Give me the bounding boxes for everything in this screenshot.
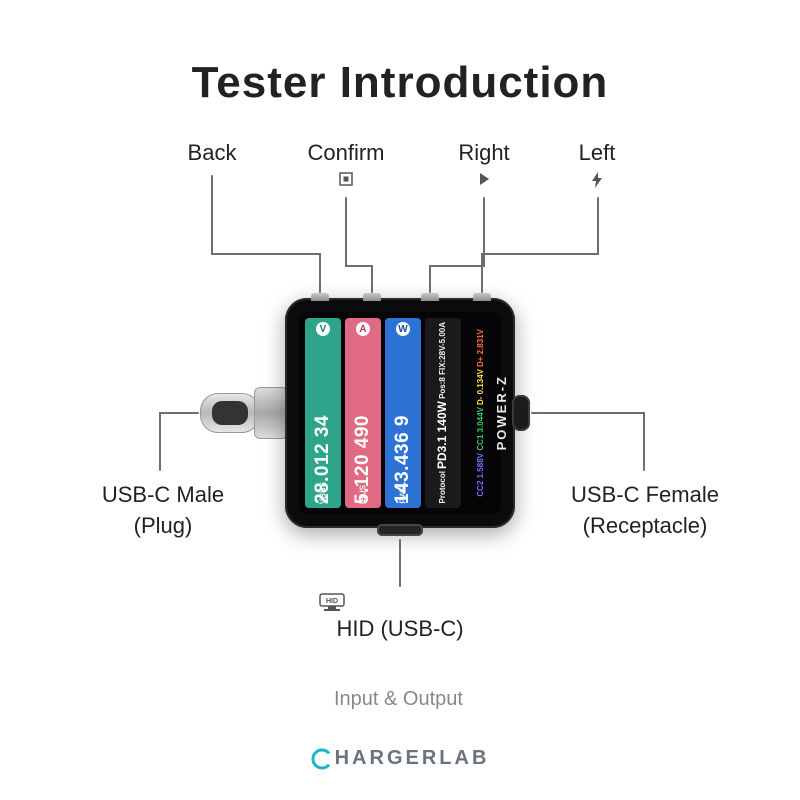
pwr-label: PWR	[399, 485, 408, 504]
label-usbc-male-l1: USB-C Male	[88, 480, 238, 511]
device-brand: POWER-Z	[494, 375, 509, 450]
cc-row-1: D- 0.134V	[476, 369, 486, 405]
label-confirm: Confirm	[296, 140, 396, 186]
play-right-icon	[478, 172, 490, 186]
label-usbc-female-l1: USB-C Female	[560, 480, 730, 511]
pwr-unit: W	[396, 322, 410, 336]
pd-name: PD3.1 140W	[436, 401, 449, 469]
label-back-text: Back	[188, 140, 237, 165]
page-title: Tester Introduction	[0, 58, 800, 108]
col-pwr: W 143.436 9 PWR	[385, 318, 421, 508]
col-vbus: V 28.012 34 VBUS	[305, 318, 341, 508]
label-right: Right	[444, 140, 524, 186]
col-ibus: A 5.120 490 IBUS	[345, 318, 381, 508]
label-back: Back	[172, 140, 252, 166]
button-left[interactable]	[473, 293, 491, 301]
usbc-receptacle	[512, 395, 530, 431]
col-cc: D+ 2.831V D- 0.134V CC1 3.044V CC2 1.588…	[465, 318, 495, 508]
ibus-unit: A	[356, 322, 370, 336]
ibus-label: IBUS	[359, 485, 368, 504]
label-usbc-female-l2: (Receptacle)	[560, 511, 730, 542]
label-io: Input & Output	[334, 688, 463, 711]
vbus-label: VBUS	[319, 482, 328, 504]
cc-row-0: D+ 2.831V	[476, 329, 486, 367]
label-usbc-female: USB-C Female (Receptacle)	[560, 480, 730, 542]
label-usbc-male-l2: (Plug)	[88, 511, 238, 542]
cc-row-3: CC2 1.588V	[476, 453, 486, 497]
hid-port	[377, 524, 423, 536]
button-confirm[interactable]	[363, 293, 381, 301]
button-right[interactable]	[421, 293, 439, 301]
label-left: Left	[562, 140, 632, 188]
button-back[interactable]	[311, 293, 329, 301]
col-protocol: Pos:8 FIX:28V-5.00A PD3.1 140W Protocol	[425, 318, 461, 508]
brand-footer: HARGERLAB	[0, 747, 800, 770]
device-brand-strip: POWER-Z	[492, 312, 510, 514]
brand-ring-icon	[311, 748, 333, 770]
label-right-text: Right	[458, 140, 509, 165]
label-usbc-male: USB-C Male (Plug)	[88, 480, 238, 542]
vbus-unit: V	[316, 322, 330, 336]
svg-text:HID: HID	[326, 598, 338, 605]
cc-row-2: CC1 3.044V	[476, 407, 486, 451]
usbc-plug	[200, 383, 288, 443]
confirm-icon	[339, 172, 353, 186]
label-hid: HID (USB-C)	[300, 616, 500, 642]
label-left-text: Left	[579, 140, 616, 165]
device-body: V 28.012 34 VBUS A 5.120 490 IBUS W 143.…	[285, 298, 515, 528]
device-screen: V 28.012 34 VBUS A 5.120 490 IBUS W 143.…	[299, 312, 501, 514]
pd-detail: Pos:8 FIX:28V-5.00A	[439, 322, 448, 399]
hid-icon: HID	[318, 592, 346, 612]
label-confirm-text: Confirm	[307, 140, 384, 165]
bolt-icon	[590, 172, 604, 188]
brand-rest: HARGERLAB	[335, 747, 490, 769]
pd-label: Protocol	[439, 471, 448, 503]
